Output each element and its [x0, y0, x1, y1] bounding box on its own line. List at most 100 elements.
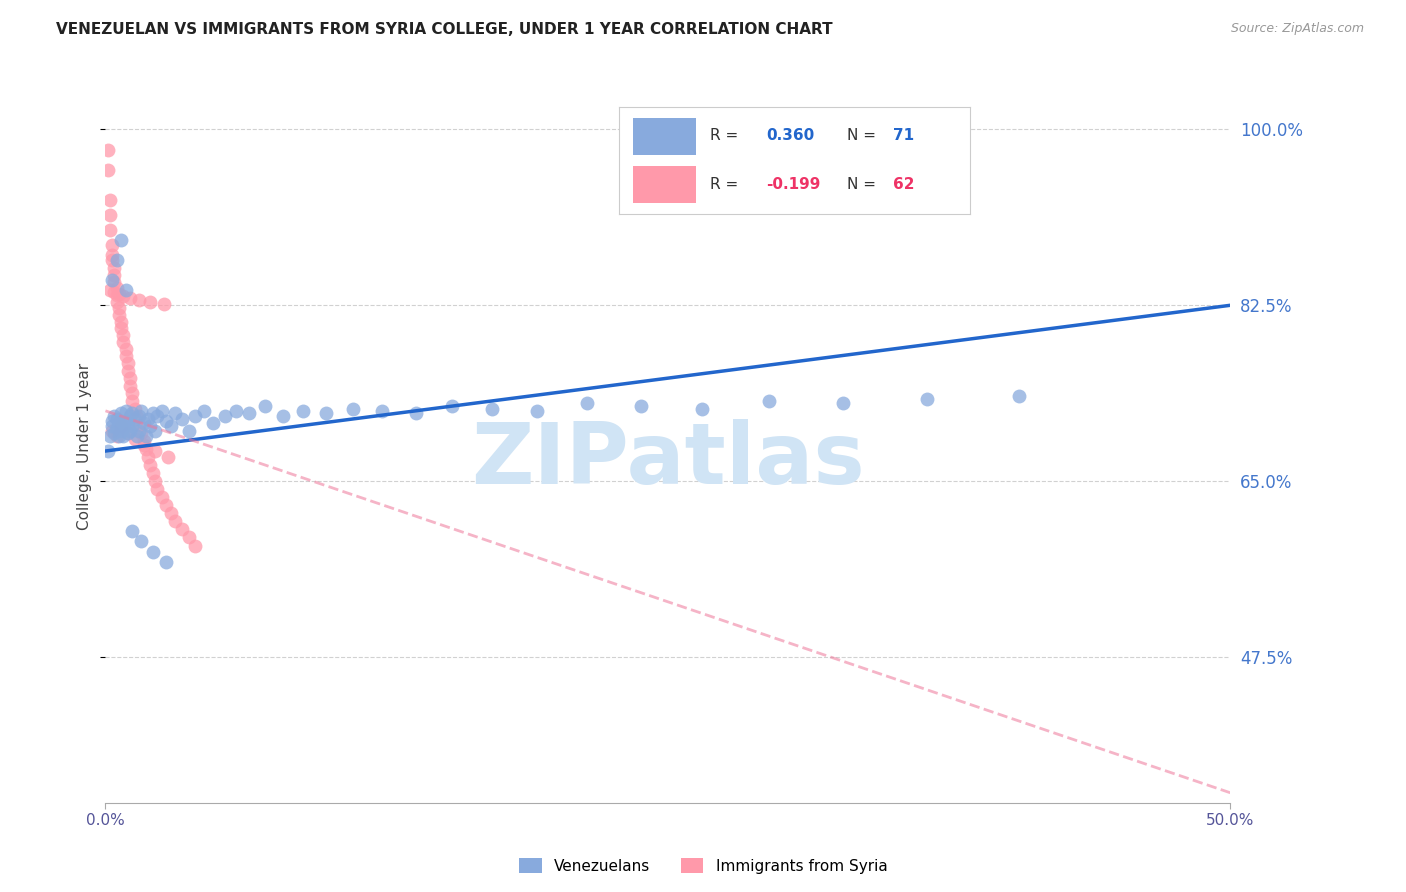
Point: [271, 409, 294, 423]
Point: [124, 412, 146, 426]
Point: [117, 363, 139, 377]
Point: [97, 143, 120, 157]
Point: [915, 392, 938, 406]
Point: [103, 275, 125, 289]
Point: [124, 401, 146, 416]
Point: [98, 193, 121, 207]
Point: [108, 429, 131, 443]
Point: [184, 409, 207, 423]
Point: [139, 295, 162, 310]
Point: [97, 444, 120, 458]
Point: [124, 432, 146, 446]
Text: R =: R =: [710, 177, 744, 192]
Point: [112, 429, 135, 443]
Point: [832, 396, 855, 410]
Point: [105, 288, 128, 302]
Point: [117, 425, 139, 440]
Point: [405, 406, 427, 420]
Point: [103, 409, 125, 423]
Point: [238, 406, 260, 420]
Text: R =: R =: [710, 128, 744, 144]
Point: [108, 301, 131, 316]
Point: [143, 424, 166, 438]
Point: [136, 412, 159, 426]
Point: [98, 429, 121, 443]
Point: [155, 498, 177, 512]
Point: [117, 416, 139, 430]
Point: [105, 281, 128, 295]
Point: [110, 315, 132, 329]
Point: [125, 429, 148, 443]
Point: [165, 515, 187, 529]
Point: [110, 418, 132, 433]
Point: [114, 342, 136, 356]
Point: [214, 409, 236, 423]
Point: [128, 409, 150, 423]
Point: [165, 406, 187, 420]
Point: [177, 424, 200, 438]
Text: 71: 71: [893, 128, 914, 144]
Point: [101, 273, 124, 287]
Point: [136, 450, 159, 464]
Point: [481, 401, 503, 416]
Point: [128, 424, 150, 438]
Point: [131, 404, 153, 418]
Bar: [633, 166, 696, 203]
Point: [121, 418, 143, 433]
Point: [170, 523, 193, 537]
Point: [112, 289, 135, 303]
Point: [112, 418, 135, 433]
Point: [157, 450, 180, 464]
Text: Source: ZipAtlas.com: Source: ZipAtlas.com: [1230, 22, 1364, 36]
Point: [112, 335, 135, 350]
Point: [114, 349, 136, 363]
Point: [225, 404, 247, 418]
Point: [135, 429, 157, 443]
Text: N =: N =: [846, 128, 882, 144]
Point: [202, 416, 225, 430]
Point: [135, 442, 157, 456]
Point: [142, 544, 165, 558]
Point: [254, 399, 277, 413]
Point: [193, 404, 215, 418]
Point: [184, 539, 207, 553]
Point: [128, 293, 150, 308]
Point: [121, 385, 143, 400]
Point: [101, 418, 124, 433]
Point: [103, 285, 125, 300]
Point: [120, 291, 142, 305]
Point: [132, 438, 155, 452]
Point: [117, 425, 139, 440]
Point: [132, 434, 155, 448]
Point: [575, 396, 598, 410]
Point: [114, 404, 136, 418]
Point: [105, 429, 128, 443]
Point: [159, 418, 181, 433]
Point: [342, 401, 364, 416]
Point: [630, 399, 652, 413]
Point: [125, 409, 148, 424]
Point: [131, 425, 153, 440]
Point: [150, 490, 173, 504]
Point: [143, 444, 166, 458]
Point: [146, 482, 169, 496]
Point: [142, 406, 165, 420]
Point: [758, 393, 780, 408]
Point: [131, 534, 153, 549]
Point: [120, 409, 142, 423]
Point: [117, 355, 139, 369]
Legend: Venezuelans, Immigrants from Syria: Venezuelans, Immigrants from Syria: [512, 852, 894, 880]
Point: [440, 399, 463, 413]
Text: 62: 62: [893, 177, 914, 192]
Point: [690, 401, 713, 416]
Point: [114, 283, 136, 297]
Point: [292, 404, 315, 418]
Point: [103, 425, 125, 440]
Point: [108, 287, 131, 301]
Point: [150, 404, 173, 418]
Point: [128, 417, 150, 432]
Point: [110, 424, 132, 438]
Point: [101, 248, 124, 262]
Point: [105, 295, 128, 310]
Point: [105, 421, 128, 435]
